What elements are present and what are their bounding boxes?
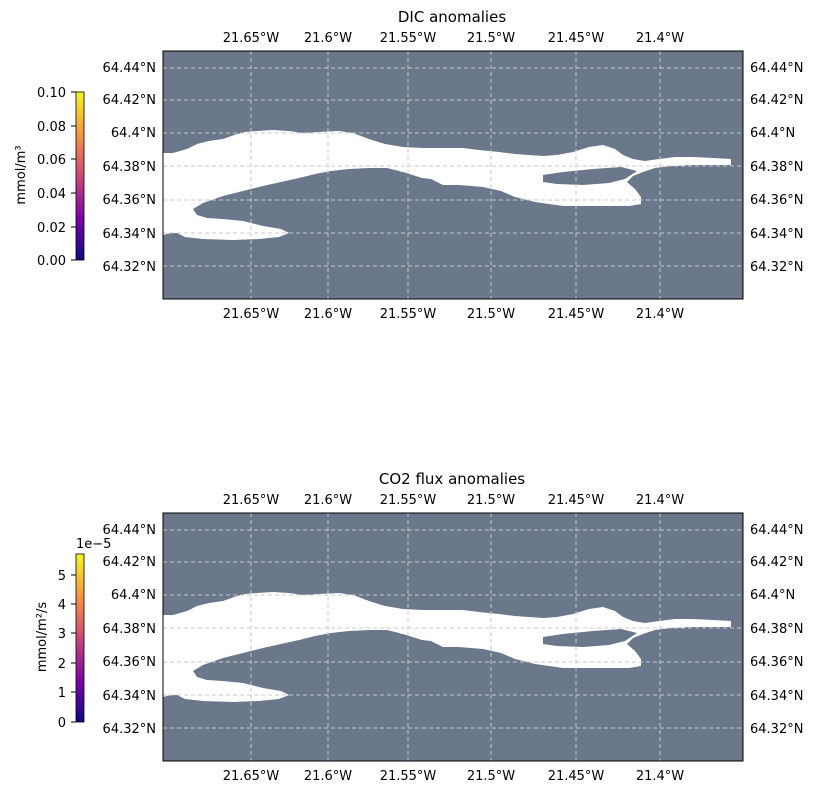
- colorbar-ticks: 5 4 3 2 1 0: [58, 569, 66, 731]
- map-figure-co2-flux: CO2 flux anomalies: [35, 470, 803, 784]
- colorbar-tick: 5: [58, 569, 66, 584]
- lat-tick: 64.38°N: [103, 160, 156, 175]
- colorbar: [75, 91, 85, 261]
- lat-tick: 64.34°N: [750, 689, 803, 704]
- lat-ticks-left: 64.44°N 64.42°N 64.4°N 64.38°N 64.36°N 6…: [103, 61, 156, 275]
- colorbar-tick: 0.08: [37, 120, 66, 135]
- map-panel-co2-flux: CO2 flux anomalies: [0, 462, 817, 793]
- lat-tick: 64.44°N: [103, 61, 156, 76]
- lat-tick: 64.36°N: [103, 655, 156, 670]
- lon-tick: 21.65°W: [223, 769, 280, 784]
- lat-tick: 64.4°N: [750, 588, 795, 603]
- map-frame: [162, 50, 744, 300]
- lon-tick: 21.5°W: [467, 307, 515, 322]
- land-coast: [163, 592, 731, 702]
- lon-tick: 21.45°W: [548, 769, 605, 784]
- colorbar-tick: 0: [58, 716, 66, 731]
- graticule: [163, 51, 743, 299]
- lon-ticks-bottom: 21.65°W 21.6°W 21.55°W 21.5°W 21.45°W 21…: [223, 769, 685, 784]
- lat-tick: 64.32°N: [103, 260, 156, 275]
- lat-tick: 64.42°N: [750, 555, 803, 570]
- lat-tick: 64.34°N: [750, 227, 803, 242]
- lat-tick: 64.38°N: [103, 622, 156, 637]
- lon-ticks-top: 21.65°W 21.6°W 21.55°W 21.5°W 21.45°W 21…: [223, 493, 685, 508]
- lat-tick: 64.4°N: [750, 126, 795, 141]
- lon-tick: 21.65°W: [223, 31, 280, 46]
- lat-tick: 64.38°N: [750, 622, 803, 637]
- lat-ticks-right: 64.44°N 64.42°N 64.4°N 64.38°N 64.36°N 6…: [750, 61, 803, 275]
- colorbar-tick: 3: [58, 627, 66, 642]
- lon-tick: 21.55°W: [380, 769, 437, 784]
- colorbar-tick: 1: [58, 686, 66, 701]
- lon-ticks-bottom: 21.65°W 21.6°W 21.55°W 21.5°W 21.45°W 21…: [223, 307, 685, 322]
- lat-tick: 64.42°N: [103, 93, 156, 108]
- lon-tick: 21.5°W: [467, 493, 515, 508]
- lon-tick: 21.4°W: [636, 493, 684, 508]
- lat-tick: 64.38°N: [750, 160, 803, 175]
- map-panel-dic: DIC anomalies: [0, 0, 817, 340]
- lon-tick: 21.6°W: [304, 307, 352, 322]
- colorbar-offset-text: 1e−5: [76, 537, 111, 552]
- lon-tick: 21.55°W: [380, 307, 437, 322]
- colorbar-tick: 2: [58, 657, 66, 672]
- lat-ticks-right: 64.44°N 64.42°N 64.4°N 64.38°N 64.36°N 6…: [750, 523, 803, 737]
- lat-ticks-left: 64.44°N 64.42°N 64.4°N 64.38°N 64.36°N 6…: [103, 523, 156, 737]
- colorbar-label: mmol/m²/s: [35, 602, 50, 673]
- colorbar: [75, 553, 85, 723]
- map-figure-dic: DIC anomalies: [14, 8, 803, 322]
- lat-tick: 64.34°N: [103, 689, 156, 704]
- lon-tick: 21.55°W: [380, 31, 437, 46]
- lat-tick: 64.42°N: [750, 93, 803, 108]
- lon-tick: 21.45°W: [548, 307, 605, 322]
- lon-tick: 21.45°W: [548, 31, 605, 46]
- lat-tick: 64.36°N: [103, 193, 156, 208]
- lon-tick: 21.4°W: [636, 31, 684, 46]
- ocean-inlet: [385, 632, 429, 653]
- lat-tick: 64.42°N: [103, 555, 156, 570]
- colorbar-tick: 4: [58, 598, 66, 613]
- lat-tick: 64.4°N: [111, 126, 156, 141]
- lon-tick: 21.45°W: [548, 493, 605, 508]
- lon-tick: 21.5°W: [467, 31, 515, 46]
- lat-tick: 64.4°N: [111, 588, 156, 603]
- colorbar-tick: 0.04: [37, 187, 66, 202]
- lat-tick: 64.36°N: [750, 655, 803, 670]
- lat-tick: 64.44°N: [750, 61, 803, 76]
- colorbar-tick: 0.02: [37, 221, 66, 236]
- lat-tick: 64.34°N: [103, 227, 156, 242]
- colorbar-tick-marks: [71, 91, 76, 261]
- ocean-inlet: [385, 170, 429, 191]
- panel-title: CO2 flux anomalies: [379, 470, 525, 488]
- panel-title: DIC anomalies: [398, 8, 506, 26]
- lat-tick: 64.36°N: [750, 193, 803, 208]
- lon-tick: 21.65°W: [223, 307, 280, 322]
- colorbar-tick-marks: [71, 574, 76, 723]
- colorbar-label: mmol/m³: [14, 145, 29, 204]
- lon-tick: 21.6°W: [304, 31, 352, 46]
- colorbar-ticks: 0.10 0.08 0.06 0.04 0.02 0.00: [37, 86, 66, 269]
- ocean-inlet: [543, 167, 637, 185]
- graticule: [163, 513, 743, 761]
- ocean-inlet: [543, 629, 637, 647]
- lat-tick: 64.32°N: [750, 722, 803, 737]
- lon-tick: 21.6°W: [304, 769, 352, 784]
- lon-tick: 21.5°W: [467, 769, 515, 784]
- lon-tick: 21.65°W: [223, 493, 280, 508]
- colorbar-tick: 0.10: [37, 86, 66, 101]
- colorbar-tick: 0.00: [37, 254, 66, 269]
- lon-tick: 21.4°W: [636, 769, 684, 784]
- lon-tick: 21.6°W: [304, 493, 352, 508]
- map-area: [162, 50, 744, 300]
- map-frame: [162, 512, 744, 762]
- lat-tick: 64.32°N: [103, 722, 156, 737]
- lat-tick: 64.44°N: [750, 523, 803, 538]
- lat-tick: 64.32°N: [750, 260, 803, 275]
- lat-tick: 64.44°N: [103, 523, 156, 538]
- map-area: [162, 512, 744, 762]
- lon-tick: 21.4°W: [636, 307, 684, 322]
- colorbar-tick: 0.06: [37, 153, 66, 168]
- lon-tick: 21.55°W: [380, 493, 437, 508]
- land-coast: [163, 130, 731, 240]
- lon-ticks-top: 21.65°W 21.6°W 21.55°W 21.5°W 21.45°W 21…: [223, 31, 685, 46]
